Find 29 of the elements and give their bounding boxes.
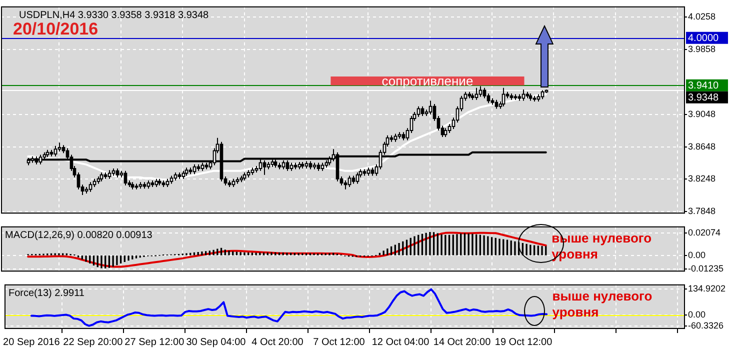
chart-title: Force(13) 2.9911 xyxy=(8,288,85,300)
y-tick-label: 0.00 xyxy=(688,250,706,260)
y-tick-label: 3.9048 xyxy=(688,109,716,120)
x-tick-label: 4 Oct 20:00 xyxy=(252,336,304,348)
x-tick-label: 19 Oct 12:00 xyxy=(494,336,553,348)
y-tick-label: 3.8248 xyxy=(688,174,716,184)
y-tick-label: 3.8648 xyxy=(688,141,716,152)
y-tick-label: 0.02074 xyxy=(688,227,721,238)
ref-line-label: 3.9410 xyxy=(688,80,720,92)
x-tick-label: 22 Sep 20:00 xyxy=(63,336,124,348)
y-tick-label: -60.3326 xyxy=(688,320,724,331)
ref-line-label: 4.0000 xyxy=(688,33,720,44)
x-tick-label: 7 Oct 12:00 xyxy=(313,336,366,348)
band-label: сопротивление xyxy=(382,74,474,89)
y-tick-label: 3.9858 xyxy=(688,44,716,54)
text: 20/10/2016 xyxy=(13,20,98,39)
chart-title: USDPLN,H4 3.9330 3.9358 3.9318 3.9348 xyxy=(19,10,210,22)
y-tick-label: 3.7848 xyxy=(688,206,716,216)
x-tick-label: 14 Oct 20:00 xyxy=(433,336,492,348)
ref-line-label: 3.9348 xyxy=(688,92,720,104)
y-tick-label: 4.0258 xyxy=(688,12,716,22)
x-tick-label: 20 Sep 2016 xyxy=(3,336,60,348)
chart-title: MACD(12,26,9) 0.00820 0.00913 xyxy=(5,230,153,242)
y-tick-label: -0.01235 xyxy=(688,263,724,274)
x-tick-label: 30 Sep 04:00 xyxy=(186,336,246,348)
x-tick-label: 12 Oct 04:00 xyxy=(372,336,430,348)
y-tick-label: 0.00 xyxy=(688,309,706,320)
x-tick-label: 27 Sep 12:00 xyxy=(124,336,185,348)
y-tick-label: 134.9202 xyxy=(688,284,726,294)
